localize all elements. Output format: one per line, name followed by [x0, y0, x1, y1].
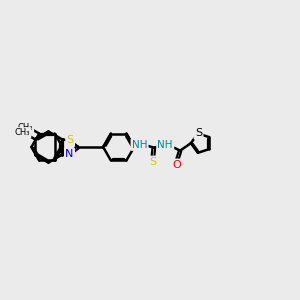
Text: N: N	[65, 149, 74, 159]
Text: NH: NH	[158, 140, 173, 150]
Text: S: S	[195, 128, 202, 139]
Text: O: O	[172, 160, 181, 170]
Text: CH₃: CH₃	[18, 123, 33, 132]
Text: S: S	[67, 135, 74, 145]
Text: NH: NH	[132, 140, 147, 150]
Text: CH₃: CH₃	[15, 128, 30, 137]
Text: S: S	[149, 157, 156, 167]
